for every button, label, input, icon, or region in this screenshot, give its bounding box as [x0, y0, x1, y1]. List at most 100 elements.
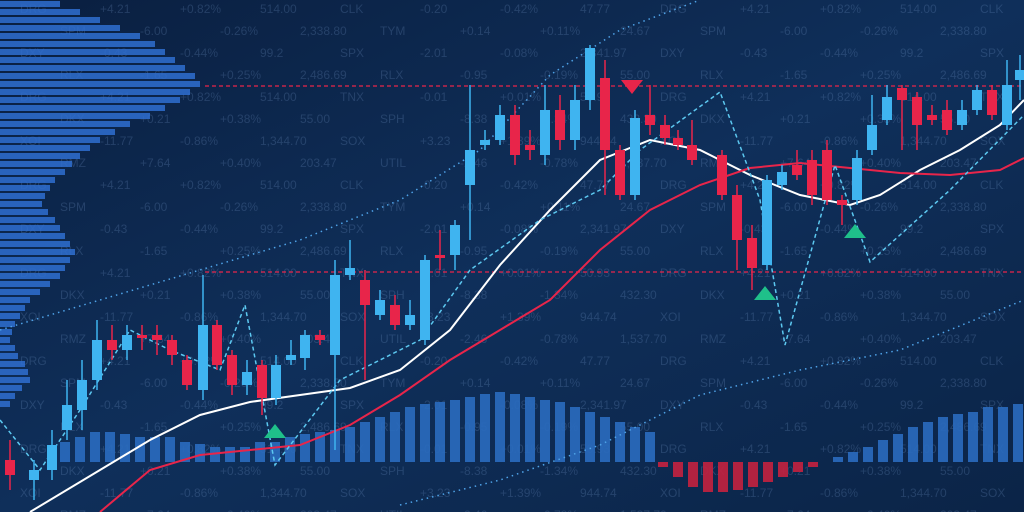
ticker-text: 24.67 — [620, 200, 650, 214]
ticker-text: +4.21 — [100, 178, 131, 192]
ticker-text: 1,344.70 — [900, 310, 947, 324]
histogram-bar — [833, 457, 843, 462]
ticker-text: DRG — [660, 442, 687, 456]
ticker-text: SPH — [380, 464, 405, 478]
histogram-bar — [703, 462, 713, 492]
candle-body — [777, 172, 787, 185]
profile-bar — [0, 137, 100, 143]
profile-bar — [0, 361, 25, 367]
candle-body — [315, 335, 325, 340]
candle-body — [152, 335, 162, 340]
ticker-text: -1.65 — [780, 420, 808, 434]
ticker-text: TYM — [380, 376, 405, 390]
profile-bar — [0, 169, 65, 175]
candle-body — [242, 372, 252, 385]
candle-body — [762, 180, 772, 265]
ticker-text: 1,344.70 — [260, 486, 307, 500]
profile-bar — [0, 265, 65, 271]
candle-body — [495, 115, 505, 140]
histogram-bar — [748, 462, 758, 487]
ticker-text: +0.40% — [220, 332, 261, 346]
ticker-text: +0.25% — [860, 420, 901, 434]
profile-bar — [0, 153, 80, 159]
profile-bar — [0, 377, 30, 383]
ticker-text: RLX — [380, 68, 403, 82]
candle-body — [687, 145, 697, 160]
profile-bar — [0, 225, 60, 231]
ticker-text: -1.65 — [780, 244, 808, 258]
candle-body — [480, 140, 490, 145]
ticker-text: TYM — [380, 24, 405, 38]
candle-body — [360, 280, 370, 305]
histogram-bar — [658, 462, 668, 467]
profile-bar — [0, 41, 155, 47]
ticker-text: 944.74 — [580, 134, 617, 148]
ticker-text: +0.40% — [860, 508, 901, 512]
indicator-line — [29, 99, 1024, 512]
profile-bar — [0, 369, 28, 375]
ticker-text: -2.01 — [420, 222, 448, 236]
histogram-bar — [195, 444, 205, 462]
histogram-bar — [270, 442, 280, 462]
candle-body — [107, 340, 117, 350]
ticker-text: +0.82% — [180, 178, 221, 192]
ticker-text: 55.00 — [620, 68, 650, 82]
ticker-text: 55.00 — [940, 464, 970, 478]
ticker-text: XOI — [660, 486, 681, 500]
ticker-text: DRG — [660, 266, 687, 280]
ticker-text: +0.40% — [220, 508, 261, 512]
ticker-text: CLK — [980, 178, 1003, 192]
ticker-text: +0.82% — [180, 90, 221, 104]
candle-body — [957, 110, 967, 125]
ticker-text: 99.2 — [900, 222, 924, 236]
ticker-text: SPM — [700, 376, 726, 390]
ticker-text: 432.30 — [620, 288, 657, 302]
ticker-text: +7.64 — [140, 156, 171, 170]
ticker-text: 55.00 — [300, 112, 330, 126]
ticker-text: +0.38% — [220, 464, 261, 478]
candle-body — [122, 335, 132, 350]
profile-bar — [0, 97, 180, 103]
ticker-text: 1,344.70 — [900, 134, 947, 148]
ticker-text: +0.82% — [180, 266, 221, 280]
ticker-text: 99.2 — [900, 46, 924, 60]
ticker-text: 1,537.70 — [620, 156, 667, 170]
ticker-text: +1.39% — [500, 486, 541, 500]
candle-body — [867, 125, 877, 150]
ticker-text: +0.01% — [500, 442, 541, 456]
candle-body — [182, 360, 192, 385]
signal-marker — [264, 424, 286, 438]
ticker-text: 55.00 — [300, 464, 330, 478]
ticker-text: 55.00 — [300, 288, 330, 302]
profile-bar — [0, 281, 50, 287]
histogram-bar — [673, 462, 683, 477]
histogram-bar — [90, 432, 100, 462]
ticker-text: SPX — [340, 222, 364, 236]
ticker-text: RMZ — [700, 508, 726, 512]
ticker-text: SPH — [380, 288, 405, 302]
ticker-text: -0.19% — [540, 244, 578, 258]
ticker-text: RLX — [380, 244, 403, 258]
ticker-text: 2,486.69 — [940, 68, 987, 82]
candle-body — [286, 355, 296, 360]
ticker-text: +7.64 — [780, 508, 811, 512]
ticker-text: CLK — [340, 178, 363, 192]
histogram-bar — [405, 407, 415, 462]
histogram-bar — [848, 452, 858, 462]
ticker-text: -0.78% — [540, 156, 578, 170]
ticker-text: CLK — [340, 2, 363, 16]
ticker-text: -0.42% — [500, 354, 538, 368]
ticker-text: +0.82% — [180, 2, 221, 16]
candle-body — [77, 380, 87, 410]
ticker-text: -0.20 — [420, 178, 448, 192]
ticker-text: -6.00 — [780, 24, 808, 38]
profile-bar — [0, 17, 100, 23]
ticker-text: -0.44% — [180, 46, 218, 60]
ticker-text: -0.42% — [500, 2, 538, 16]
profile-bar — [0, 145, 90, 151]
ticker-text: RLX — [700, 420, 723, 434]
ticker-text: -8.38 — [460, 112, 488, 126]
candle-body — [92, 340, 102, 380]
candle-body — [615, 150, 625, 195]
ticker-text: CLK — [980, 354, 1003, 368]
